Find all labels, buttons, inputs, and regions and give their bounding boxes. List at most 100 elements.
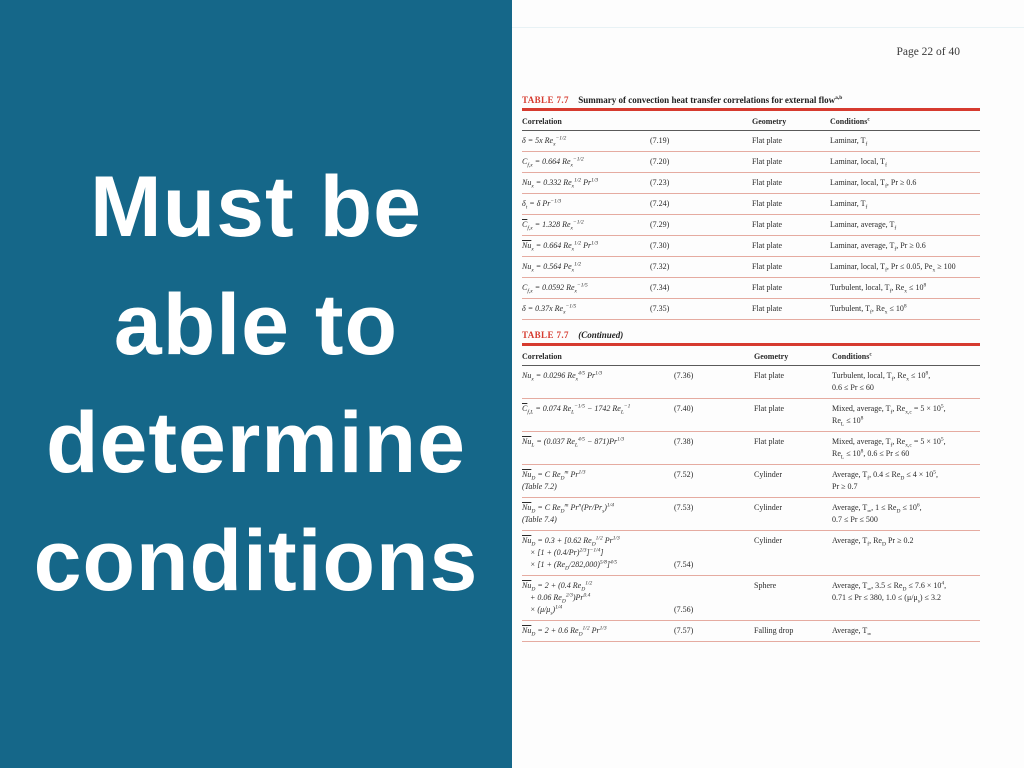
table-row: NuD = C ReDm Prn(Pr/Prs)1/4 (Table 7.4) … [522,498,980,531]
page-edge-line [512,27,1024,28]
conditions-cell: Turbulent, local, Tf, Rex ≤ 108, 0.6 ≤ P… [832,370,931,392]
table-row: Cf,x = 0.0592 Rex−1/5 (7.34) Flat plate … [522,278,980,299]
table-row: Nux = 0.332 Rex1/2 Pr1/3 (7.23) Flat pla… [522,173,980,194]
document-page: Page 22 of 40 TABLE 7.7 Summary of conve… [512,0,1024,768]
geometry-cell: Flat plate [752,304,782,313]
conditions-cell: Laminar, average, Tf, Pr ≥ 0.6 [830,241,926,253]
correlation-cell: Nux = 0.332 Rex1/2 Pr1/3 [522,177,599,190]
conditions-cell: Average, Tf, 0.4 ≤ ReD ≤ 4 × 105, Pr ≥ 0… [832,469,939,491]
conditions-cell: Average, Tf, ReD Pr ≥ 0.2 [832,536,914,548]
equation-number-cell: (7.40) [674,404,694,413]
table-header-row: Correlation Geometry Conditionsc [522,111,980,131]
table-top-rule [522,108,980,111]
table-body: Nux = 0.0296 Rex4/5 Pr1/3 (7.36) Flat pl… [522,366,980,642]
table-row: Cf,x = 1.328 Rex−1/2 (7.29) Flat plate L… [522,215,980,236]
table-row: Cf,L = 0.074 ReL−1/5 − 1742 ReL−1 (7.40)… [522,399,980,432]
column-header-correlation: Correlation [522,352,562,361]
table-row: Nux = 0.664 Rex1/2 Pr1/3 (7.30) Flat pla… [522,236,980,257]
table-row: NuL = (0.037 ReL4/5 − 871)Pr1/3 (7.38) F… [522,432,980,465]
equation-number-cell: (7.57) [674,626,694,635]
table-label: TABLE 7.7 [522,330,569,340]
table-row: Cf,x = 0.664 Rex−1/2 (7.20) Flat plate L… [522,152,980,173]
slide-title-line: able to [113,277,399,373]
table-row: δ = 0.37x Rex−1/5 (7.35) Flat plate Turb… [522,299,980,320]
equation-number-cell: (7.29) [650,220,670,229]
correlation-cell: NuL = (0.037 ReL4/5 − 871)Pr1/3 [522,436,625,449]
correlation-cell: NuD = C ReDm Pr1/3 (Table 7.2) [522,469,586,491]
conditions-cell: Laminar, Tf [830,136,868,148]
table-row: NuD = C ReDm Pr1/3 (Table 7.2) (7.52) Cy… [522,465,980,498]
correlation-cell: Cf,x = 0.664 Rex−1/2 [522,156,584,169]
table-row: Nux = 0.564 Pex1/2 (7.32) Flat plate Lam… [522,257,980,278]
correlation-cell: Cf,x = 0.0592 Rex−1/5 [522,282,588,295]
slide-title-line: Must be [90,159,422,255]
geometry-cell: Flat plate [754,404,784,413]
geometry-cell: Flat plate [752,220,782,229]
equation-number-cell: (7.38) [674,437,694,446]
equation-number-cell: (7.53) [674,503,694,512]
column-header-conditions: Conditionsc [832,351,872,361]
geometry-cell: Flat plate [752,283,782,292]
correlation-cell: NuD = C ReDm Prn(Pr/Prs)1/4 (Table 7.4) [522,502,614,524]
correlation-cell: Nux = 0.664 Rex1/2 Pr1/3 [522,240,599,253]
page-number-label: Page 22 of 40 [896,46,960,58]
conditions-cell: Turbulent, Tf, Rex ≤ 108 [830,303,907,316]
table-row: NuD = 0.3 + [0.62 ReD1/2 Pr1/3 × [1 + (0… [522,531,980,576]
conditions-cell: Average, T∞, 1 ≤ ReD ≤ 106, 0.7 ≤ Pr ≤ 5… [832,502,922,524]
table-label: TABLE 7.7 [522,95,569,105]
equation-number-cell: (7.30) [650,241,670,250]
table-row: NuD = 2 + (0.4 ReD1/2 + 0.06 ReD2/3)Pr0.… [522,576,980,621]
geometry-cell: Sphere [754,581,777,590]
conditions-cell: Laminar, average, Tf [830,220,897,232]
column-header-geometry: Geometry [752,117,787,126]
equation-number-cell: (7.54) [674,560,694,569]
table-title: (Continued) [578,330,624,340]
table-7-7: TABLE 7.7 Summary of convection heat tra… [522,95,980,320]
geometry-cell: Flat plate [754,437,784,446]
table-row: NuD = 2 + 0.6 ReD1/2 Pr1/3 (7.57) Fallin… [522,621,980,642]
equation-number-cell: (7.20) [650,157,670,166]
table-body: δ = 5x Rex−1/2 (7.19) Flat plate Laminar… [522,131,980,320]
correlation-cell: δ = 5x Rex−1/2 [522,135,567,148]
equation-number-cell: (7.56) [674,605,694,614]
correlation-cell: Nux = 0.0296 Rex4/5 Pr1/3 [522,370,603,383]
conditions-cell: Laminar, local, Tf, Pr ≤ 0.05, Pex ≥ 100 [830,262,956,274]
slide-title-line: conditions [33,513,479,609]
geometry-cell: Flat plate [752,199,782,208]
correlation-cell: Cf,L = 0.074 ReL−1/5 − 1742 ReL−1 [522,403,631,416]
geometry-cell: Flat plate [754,371,784,380]
equation-number-cell: (7.52) [674,470,694,479]
table-header-row: Correlation Geometry Conditionsc [522,346,980,366]
geometry-cell: Cylinder [754,536,782,545]
conditions-cell: Mixed, average, Tf, Rex,c = 5 × 105, ReL… [832,436,946,461]
table-row: δt = δ Pr−1/3 (7.24) Flat plate Laminar,… [522,194,980,215]
correlation-cell: δ = 0.37x Rex−1/5 [522,303,577,316]
correlation-cell: NuD = 0.3 + [0.62 ReD1/2 Pr1/3 × [1 + (0… [522,535,620,572]
geometry-cell: Flat plate [752,241,782,250]
conditions-cell: Laminar, local, Tf [830,157,887,169]
conditions-cell: Laminar, local, Tf, Pr ≥ 0.6 [830,178,917,190]
equation-number-cell: (7.34) [650,283,670,292]
geometry-cell: Cylinder [754,503,782,512]
column-header-spacer [674,352,754,361]
geometry-cell: Flat plate [752,262,782,271]
correlation-cell: Nux = 0.564 Pex1/2 [522,261,582,274]
table-top-rule [522,343,980,346]
conditions-cell: Mixed, average, Tf, Rex,c = 5 × 105, ReL… [832,403,946,428]
equation-number-cell: (7.23) [650,178,670,187]
geometry-cell: Flat plate [752,136,782,145]
correlation-cell: δt = δ Pr−1/3 [522,198,562,211]
correlation-cell: NuD = 2 + 0.6 ReD1/2 Pr1/3 [522,625,607,638]
conditions-cell: Average, T∞ [832,626,872,638]
correlation-cell: NuD = 2 + (0.4 ReD1/2 + 0.06 ReD2/3)Pr0.… [522,580,593,617]
table-title: Summary of convection heat transfer corr… [578,95,843,105]
equation-number-cell: (7.36) [674,371,694,380]
equation-number-cell: (7.32) [650,262,670,271]
correlation-cell: Cf,x = 1.328 Rex−1/2 [522,219,584,232]
equation-number-cell: (7.35) [650,304,670,313]
equation-number-cell: (7.19) [650,136,670,145]
geometry-cell: Falling drop [754,626,794,635]
conditions-cell: Turbulent, local, Tf, Rex ≤ 108 [830,282,927,295]
geometry-cell: Flat plate [752,178,782,187]
